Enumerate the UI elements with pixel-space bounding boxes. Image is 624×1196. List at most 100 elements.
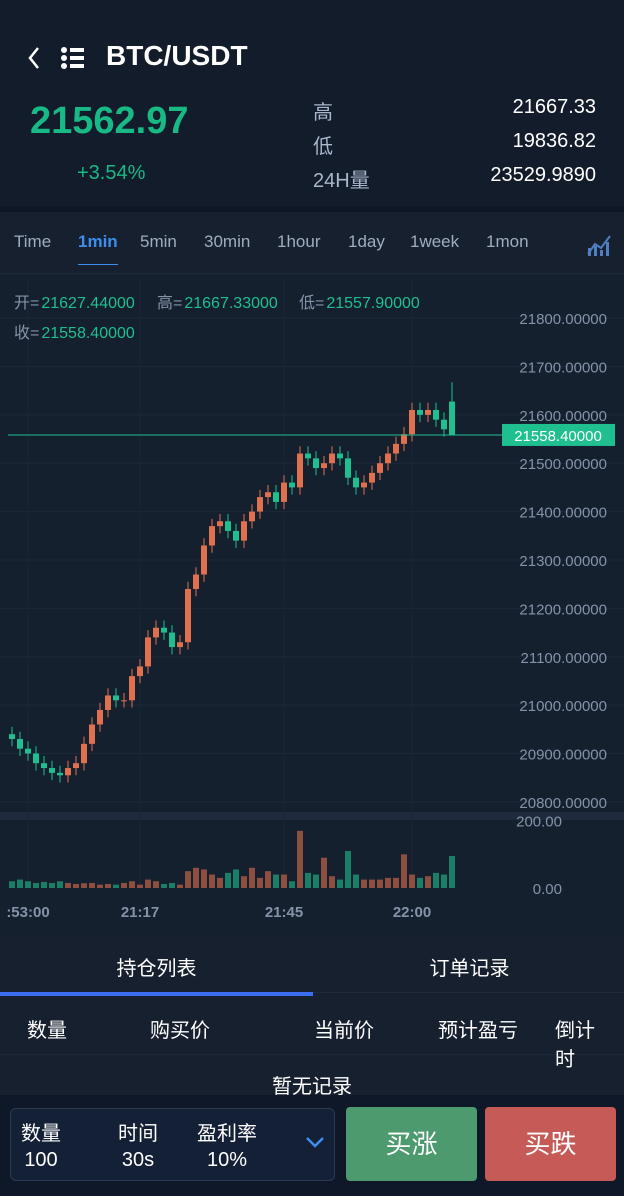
y-tick-label: 21100.00000	[521, 650, 607, 667]
volume-bar	[113, 884, 119, 888]
timeframe-tab[interactable]: Time	[14, 232, 52, 251]
ohlc-label: 高=	[157, 294, 182, 312]
volume-bar	[377, 879, 383, 888]
ohlc-value: 21558.40000	[41, 325, 135, 342]
volume-bar	[41, 881, 47, 888]
volume-bar	[289, 881, 295, 888]
candle-body	[97, 709, 103, 725]
position-tab[interactable]: 持仓列表	[116, 958, 197, 980]
field-value: 100	[24, 1149, 58, 1171]
field-label: 时间	[118, 1123, 158, 1145]
ohlc-value: 21627.44000	[41, 295, 135, 312]
timeframe-tab[interactable]: 1hour	[277, 232, 321, 251]
volume-bar	[233, 869, 239, 888]
volume-bar	[305, 872, 311, 888]
field-label: 盈利率	[197, 1123, 257, 1145]
candle-body	[353, 477, 359, 488]
volume-bar	[385, 877, 391, 888]
volume-bar	[345, 851, 351, 888]
candle-body	[129, 676, 135, 701]
positions: 持仓列表 订单记录 数量 购买价 当前价 预计盈亏 倒计时	[0, 938, 624, 1071]
volume-bar	[257, 877, 263, 888]
candle-body	[201, 545, 207, 575]
volume-bar	[193, 867, 199, 888]
volume-bar	[161, 883, 167, 888]
candle-body	[9, 734, 15, 740]
candle-body	[337, 453, 343, 459]
volume-bar	[49, 882, 55, 888]
candle-body	[385, 453, 391, 464]
candle-body	[81, 743, 87, 764]
candle-body	[113, 695, 119, 701]
x-tick-label: :53:00	[6, 904, 49, 921]
timeframe-tab[interactable]: 1min	[78, 232, 118, 265]
volume-bar	[217, 877, 223, 888]
candle-body	[121, 700, 127, 702]
x-tick-label: 21:45	[265, 904, 303, 921]
candle-body	[393, 443, 399, 454]
volume-bar	[329, 876, 335, 888]
tab-underline	[0, 992, 313, 996]
y-tick-label: 21000.00000	[519, 698, 607, 715]
volume-bar	[281, 874, 287, 888]
y-tick-label: 21600.00000	[519, 408, 607, 425]
order-field: 盈利率 10%	[197, 1121, 257, 1173]
volume-bar	[425, 876, 431, 888]
volume-bar	[129, 881, 135, 888]
y-tick-label: 21800.00000	[519, 311, 607, 328]
ohlc-info: 开= 21627.44000	[14, 295, 135, 312]
buy-down-button[interactable]: 买跌	[485, 1107, 616, 1181]
candle-body	[89, 724, 95, 744]
timeframe-tab[interactable]: 5min	[140, 232, 177, 251]
candle-body	[145, 637, 151, 667]
ohlc-info: 高= 21667.33000	[157, 294, 278, 312]
candle-body	[41, 763, 47, 769]
y-tick-label: 21200.00000	[519, 601, 607, 618]
y-tick-label: 21400.00000	[519, 505, 607, 522]
volume-bar	[57, 881, 63, 888]
volume-bar	[417, 877, 423, 888]
volume-bar	[225, 872, 231, 888]
volume-bar	[313, 874, 319, 888]
ohlc-label: 开=	[14, 295, 39, 312]
stat-value: 19836.82	[512, 130, 596, 152]
volume-bar	[33, 882, 39, 888]
volume-bar	[73, 883, 79, 888]
order-field: 数量 100	[21, 1121, 61, 1173]
header: BTC/USDT 21562.97 +3.54% 高 21667.33 低 19836…	[0, 0, 624, 212]
candle-body	[49, 768, 55, 773]
timeframe-bar: Time 1min 5min 30min 1hour 1day 1week 1mon	[0, 218, 624, 274]
stat-value: 21667.33	[512, 96, 596, 118]
timeframe-tab[interactable]: 1week	[410, 232, 460, 251]
candle-body	[345, 458, 351, 478]
candle-body	[225, 521, 231, 531]
indicator-icon[interactable]	[586, 230, 614, 258]
column-header: 购买价	[150, 1020, 210, 1042]
ohlc-info: 收= 21558.40000	[14, 324, 135, 342]
volume-bar	[449, 856, 455, 888]
volume-bar	[137, 884, 143, 888]
candle-body	[193, 574, 199, 590]
candle-body	[177, 642, 183, 648]
ohlc-label: 收=	[14, 324, 39, 342]
timeframe-tab[interactable]: 1mon	[486, 232, 529, 251]
change: +3.54%	[77, 162, 146, 184]
divider	[0, 1054, 624, 1055]
candle-body	[425, 409, 431, 415]
field-value: 10%	[206, 1149, 248, 1171]
position-tab[interactable]: 订单记录	[429, 958, 510, 980]
y-tick-label: 21500.00000	[519, 456, 607, 473]
volume-bar	[169, 882, 175, 888]
volume-bar	[145, 879, 151, 888]
candle-body	[137, 666, 143, 677]
order-params[interactable]: 数量 100 时间 30s 盈利率 10%	[10, 1108, 335, 1181]
chart-bg	[0, 276, 624, 934]
volume-tick-label: 0.00	[533, 881, 562, 898]
x-tick-label: 22:00	[393, 904, 431, 921]
volume-bar	[97, 884, 103, 888]
buy-up-button[interactable]: 买涨	[346, 1107, 477, 1181]
candle-body	[273, 492, 279, 502]
timeframe-tab[interactable]: 30min	[204, 232, 251, 251]
candle-body	[33, 753, 39, 764]
timeframe-tab[interactable]: 1day	[348, 232, 385, 251]
